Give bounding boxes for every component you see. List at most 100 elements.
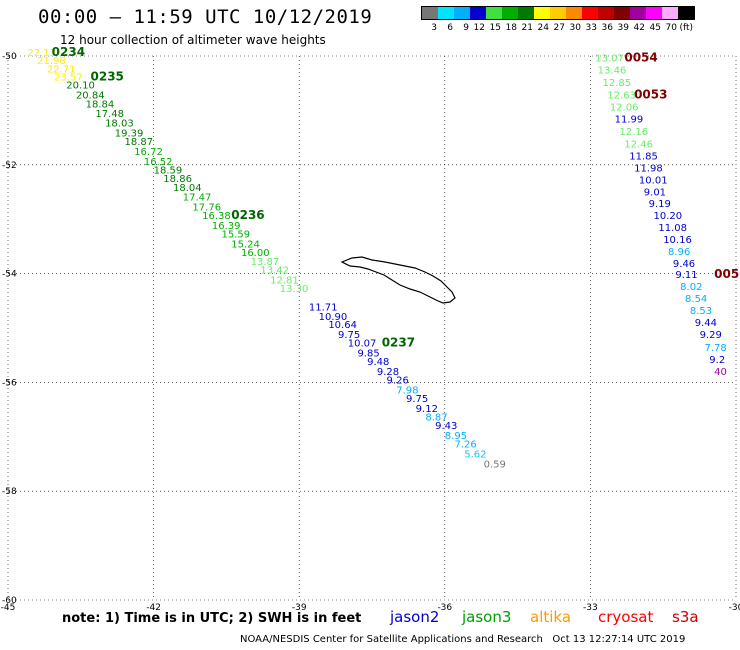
wave-height-point: 8.87 xyxy=(425,412,447,423)
x-tick-label: -33 xyxy=(583,603,598,610)
legend-swatch xyxy=(678,7,694,19)
wave-height-point: 18.03 xyxy=(105,119,134,130)
pass-time-label: 0054 xyxy=(624,50,657,64)
legend-label: 12 xyxy=(473,23,485,33)
legend-swatches xyxy=(421,6,695,20)
wave-height-point: 9.2 xyxy=(709,355,725,366)
wave-height-point: 9.44 xyxy=(695,318,717,329)
wave-height-point: 11.71 xyxy=(309,303,338,314)
island-outline xyxy=(340,256,456,304)
wave-height-point: 17.76 xyxy=(192,202,221,213)
wave-height-point: 9.26 xyxy=(387,375,409,386)
x-tick-label: -39 xyxy=(292,603,307,610)
wave-height-point: 8.96 xyxy=(668,247,690,258)
legend-label: 3 xyxy=(431,23,437,33)
wave-height-point: 9.48 xyxy=(367,357,389,368)
wave-height-point: 16.39 xyxy=(212,221,241,232)
wave-height-point: 13.42 xyxy=(260,266,289,277)
legend-swatch xyxy=(438,7,454,19)
wave-height-point: 5.62 xyxy=(464,449,486,460)
wave-height-point: 9.19 xyxy=(649,199,671,210)
wave-height-point: 23.57 xyxy=(54,72,83,83)
wave-height-point: 17.48 xyxy=(95,109,124,120)
wave-height-point: 19.39 xyxy=(115,129,144,140)
wave-height-point: 9.46 xyxy=(673,259,695,270)
wave-height-point: 12.16 xyxy=(620,127,649,138)
wave-height-point: 21.98 xyxy=(37,56,66,67)
legend-swatch xyxy=(614,7,630,19)
wave-height-map: -45 -42 -39 -36 -33 -30 -50 -52 -54 -56 -58 -60 22.1… xyxy=(1,45,740,610)
wave-height-point: 9.75 xyxy=(338,330,360,341)
legend-label: 6 xyxy=(447,23,453,33)
wave-height-point: 9.29 xyxy=(700,330,722,341)
wave-height-point: 9.85 xyxy=(357,348,379,359)
legend-swatch xyxy=(662,7,678,19)
pass-time-label: 005 xyxy=(714,267,739,281)
wave-height-point: 11.85 xyxy=(629,151,658,162)
legend-swatch xyxy=(502,7,518,19)
legend-label: 15 xyxy=(489,23,501,33)
wave-height-point: 8.54 xyxy=(685,294,707,305)
y-tick-label: -52 xyxy=(2,161,17,171)
wave-height-point: 15.24 xyxy=(231,239,260,250)
legend-label: 33 xyxy=(585,23,597,33)
wave-height-point: 9.43 xyxy=(435,421,457,432)
wave-height-point: 16.72 xyxy=(134,147,163,158)
wave-height-point: 18.86 xyxy=(163,174,192,185)
wave-height-point: 11.08 xyxy=(658,223,687,234)
pass-time-label: 0235 xyxy=(91,69,124,83)
legend-swatch xyxy=(598,7,614,19)
pass-time-label: 0053 xyxy=(634,87,667,101)
color-legend: 3 6 9 12 15 18 21 24 27 30 33 36 39 42 45 70 (ft) xyxy=(421,6,695,33)
y-tick-label: -58 xyxy=(2,487,17,497)
wave-height-point: 12.46 xyxy=(624,139,653,150)
wave-height-point: 18.04 xyxy=(173,183,202,194)
wave-height-point: 18.84 xyxy=(86,100,115,111)
wave-height-point: 10.20 xyxy=(653,211,682,222)
wave-height-point: 9.75 xyxy=(406,394,428,405)
legend-swatch xyxy=(422,7,438,19)
wave-height-point: 12.63 xyxy=(607,90,636,101)
wave-height-point: 8.02 xyxy=(680,282,702,293)
wave-height-point: 7.26 xyxy=(455,440,477,451)
y-tick-label: -54 xyxy=(2,270,17,280)
pass-time-label: 0234 xyxy=(52,45,85,59)
legend-swatch xyxy=(454,7,470,19)
footnote: note: 1) Time is in UTC; 2) SWH is in fe… xyxy=(62,611,362,626)
legend-label: 21 xyxy=(521,23,533,33)
pass-time-label: 0236 xyxy=(231,208,264,222)
x-tick-label: -30 xyxy=(729,603,740,610)
wave-height-point: 15.59 xyxy=(222,230,251,241)
wave-height-point: 0.59 xyxy=(484,459,506,470)
wave-height-point: 9.11 xyxy=(675,270,697,281)
wave-height-point: 22.71 xyxy=(47,64,76,75)
x-tick-label: -42 xyxy=(146,603,161,610)
wave-height-point: 11.99 xyxy=(615,114,644,125)
wave-height-point: 18.87 xyxy=(124,137,153,148)
legend-label: (ft) xyxy=(679,23,693,33)
legend-label: 18 xyxy=(505,23,517,33)
satellite-jason3: jason3 xyxy=(462,608,512,626)
chart-subtitle: 12 hour collection of altimeter wave hei… xyxy=(60,33,326,47)
legend-swatch xyxy=(566,7,582,19)
legend-swatch xyxy=(534,7,550,19)
satellite-cryosat: cryosat xyxy=(598,608,654,626)
wave-height-point: 9.12 xyxy=(416,404,438,415)
legend-labels: 3 6 9 12 15 18 21 24 27 30 33 36 39 42 45 70 (ft) xyxy=(421,23,695,33)
wave-height-point: 16.00 xyxy=(241,248,270,259)
wave-height-point: 9.28 xyxy=(377,367,399,378)
wave-height-point: 11.98 xyxy=(634,163,663,174)
wave-height-point: 7.78 xyxy=(704,343,726,354)
wave-height-point: 13.87 xyxy=(251,257,280,268)
wave-height-point: 10.64 xyxy=(328,320,357,331)
credit-line: NOAA/NESDIS Center for Satellite Applica… xyxy=(240,634,686,645)
wave-height-point: 17.47 xyxy=(183,193,212,204)
wave-height-point: 40 xyxy=(714,367,727,378)
wave-height-point: 16.38 xyxy=(202,211,231,222)
x-tick-label: -45 xyxy=(1,603,16,610)
legend-label: 36 xyxy=(601,23,613,33)
wave-height-point: 7.98 xyxy=(396,385,418,396)
y-tick-label: -56 xyxy=(2,378,17,388)
legend-swatch xyxy=(630,7,646,19)
wave-height-point: 13.46 xyxy=(598,65,627,76)
